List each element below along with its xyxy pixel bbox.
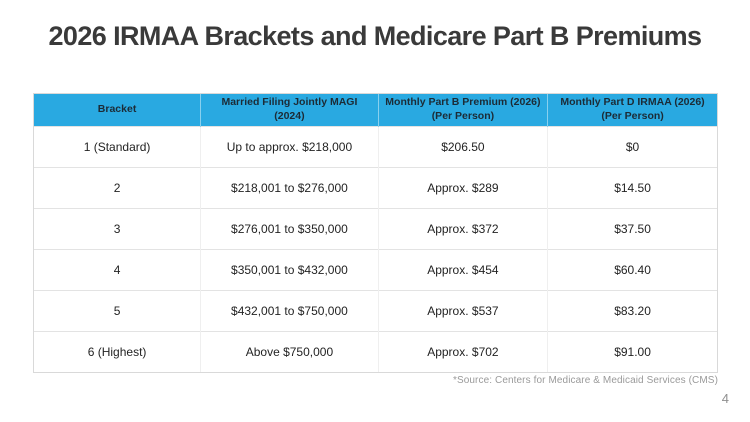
table-cell: Up to approx. $218,000 xyxy=(200,126,379,168)
page-title: 2026 IRMAA Brackets and Medicare Part B … xyxy=(48,21,703,51)
header-line1: Married Filing Jointly MAGI xyxy=(221,96,358,109)
table-cell: 5 xyxy=(34,290,201,332)
table-row: 5 $432,001 to $750,000 Approx. $537 $83.… xyxy=(34,290,717,332)
header-line2: (2024) xyxy=(274,110,305,122)
header-line1: Bracket xyxy=(97,103,137,116)
table-header-row: Bracket Married Filing Jointly MAGI (202… xyxy=(34,94,717,127)
header-line1: Monthly Part B Premium (2026) xyxy=(385,96,541,109)
table-cell: $350,001 to $432,000 xyxy=(200,249,379,291)
table-cell: $60.40 xyxy=(547,249,717,291)
header-part-b-premium: Monthly Part B Premium (2026) (Per Perso… xyxy=(377,94,548,127)
table-cell: Above $750,000 xyxy=(200,331,379,372)
header-line1: Monthly Part D IRMAA (2026) xyxy=(560,96,705,109)
header-magi: Married Filing Jointly MAGI (2024) xyxy=(200,94,379,127)
table-row: 6 (Highest) Above $750,000 Approx. $702 … xyxy=(34,331,717,372)
table-cell: $83.20 xyxy=(547,290,717,332)
table-cell: $37.50 xyxy=(547,208,717,250)
table-cell: $276,001 to $350,000 xyxy=(200,208,379,250)
table-cell: $218,001 to $276,000 xyxy=(200,167,379,209)
table-row: 3 $276,001 to $350,000 Approx. $372 $37.… xyxy=(34,208,717,250)
header-line2: (Per Person) xyxy=(431,110,495,122)
table-row: 4 $350,001 to $432,000 Approx. $454 $60.… xyxy=(34,249,717,291)
table-cell: Approx. $289 xyxy=(377,167,548,209)
page-number: 4 xyxy=(721,391,729,406)
table-cell: 4 xyxy=(34,249,201,291)
header-part-d-irmaa: Monthly Part D IRMAA (2026) (Per Person) xyxy=(547,94,717,127)
table-cell: 1 (Standard) xyxy=(34,126,201,168)
table-cell: $0 xyxy=(547,126,717,168)
table-cell: Approx. $372 xyxy=(377,208,548,250)
table-row: 2 $218,001 to $276,000 Approx. $289 $14.… xyxy=(34,167,717,209)
header-line2: (Per Person) xyxy=(601,110,664,122)
source-note: *Source: Centers for Medicare & Medicaid… xyxy=(452,375,718,386)
table-cell: $432,001 to $750,000 xyxy=(200,290,379,332)
table-cell: $206.50 xyxy=(377,126,548,168)
table-cell: 2 xyxy=(34,167,201,209)
table-cell: Approx. $454 xyxy=(377,249,548,291)
table-cell: 3 xyxy=(34,208,201,250)
irmaa-table-grid: Bracket Married Filing Jointly MAGI (202… xyxy=(34,94,717,372)
header-bracket: Bracket xyxy=(34,94,201,127)
table-cell: 6 (Highest) xyxy=(34,331,201,372)
table-cell: Approx. $702 xyxy=(377,331,548,372)
table-cell: $91.00 xyxy=(547,331,717,372)
table-cell: $14.50 xyxy=(547,167,717,209)
irmaa-table: Bracket Married Filing Jointly MAGI (202… xyxy=(33,93,718,373)
table-cell: Approx. $537 xyxy=(377,290,548,332)
table-row: 1 (Standard) Up to approx. $218,000 $206… xyxy=(34,126,717,168)
